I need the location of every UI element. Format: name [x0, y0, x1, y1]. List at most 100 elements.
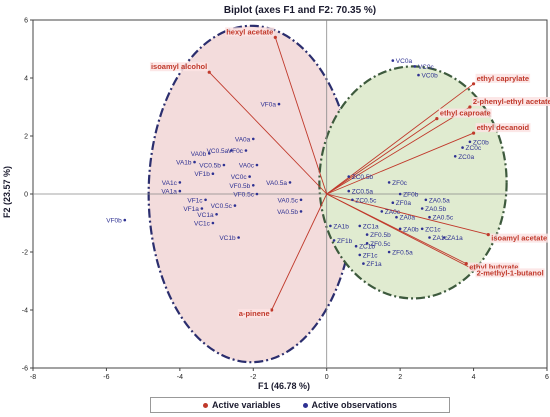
observation-label: VA1c [162, 180, 178, 187]
observation-point [215, 213, 218, 216]
observation-label: ZA1c [433, 235, 449, 242]
x-tick-label: -2 [250, 374, 256, 381]
variable-label-background [438, 108, 492, 118]
observation-point [387, 250, 391, 254]
observation-point [347, 189, 351, 193]
observation-point [365, 233, 369, 236]
variable-vector [271, 193, 328, 311]
observation-label: ZF1c [363, 252, 379, 259]
variable-point [471, 82, 476, 86]
x-tick-label: -8 [30, 374, 36, 381]
observation-label: VF1a [183, 206, 199, 213]
variable-label-background [471, 97, 550, 106]
variable-label: a-pinene [239, 309, 270, 318]
observation-label: ZC1b [359, 244, 375, 251]
observation-point [329, 224, 332, 228]
variable-vector [326, 132, 474, 195]
observation-label: VC0.5a [207, 148, 229, 155]
observation-label: ZA0c [385, 209, 401, 216]
variable-label: isoamyl acetate [491, 234, 547, 243]
observation-label: VF1c [187, 197, 203, 204]
y-axis-label: F2 (23.57 %) [2, 166, 12, 218]
observation-point [200, 207, 204, 210]
observation-label: VA1b [176, 160, 192, 167]
observation-label: ZF0.5b [370, 232, 391, 239]
variable-vector [326, 106, 471, 195]
confidence-ellipse-right [318, 65, 508, 300]
observation-point [362, 262, 365, 265]
legend: Active variables Active observations [150, 397, 450, 413]
y-tick-label: -4 [22, 308, 28, 315]
observation-label: VC0c [418, 64, 435, 71]
variable-label: ethyl caprylate [477, 74, 530, 83]
variable-label-background [468, 262, 520, 272]
x-tick-label: 2 [398, 374, 402, 381]
variable-label-background [149, 62, 209, 72]
observation-point [222, 163, 226, 167]
observation-label: VF0b [106, 218, 122, 225]
observation-label: VF0.5b [229, 183, 250, 190]
variable-vector [274, 37, 328, 195]
observation-label: ZF1a [366, 261, 382, 268]
observation-label: VA0a [235, 136, 251, 143]
observation-point [398, 192, 402, 196]
observation-point [178, 189, 182, 193]
variable-vector [208, 71, 328, 195]
x-tick-label: 0 [325, 374, 329, 381]
observation-point [387, 181, 391, 184]
legend-label-variables: Active variables [211, 400, 281, 410]
observation-point [123, 218, 127, 222]
variable-label: ethyl caproate [440, 109, 491, 118]
observation-point [237, 236, 240, 239]
variable-label-background [237, 309, 271, 318]
y-tick-label: 0 [24, 192, 28, 199]
legend-label-observations: Active observations [311, 400, 398, 410]
observation-label: VC0.5c [211, 203, 233, 210]
observation-point [248, 175, 251, 178]
observation-label: ZF0.5c [370, 241, 391, 248]
observation-label: ZC0c [466, 145, 482, 152]
observation-label: VA0.5b [277, 209, 298, 216]
observation-label: ZC0.5c [355, 197, 377, 204]
observation-point [204, 198, 207, 202]
variable-label-background [490, 233, 549, 243]
variable-point [207, 70, 211, 74]
observation-point [193, 160, 196, 164]
y-tick-label: 6 [24, 18, 28, 25]
y-tick-label: -6 [22, 366, 28, 373]
variable-label-background [225, 27, 275, 37]
observation-label: ZF0c [392, 180, 408, 187]
observation-point [251, 137, 255, 141]
variable-label: 2-methyl-1-butanol [477, 268, 544, 277]
observation-label: VC0c [231, 174, 248, 181]
observation-point [391, 59, 395, 62]
observation-point [461, 146, 464, 149]
observation-point [211, 172, 215, 175]
observation-label: ZC0a [458, 154, 474, 161]
chart-title: Biplot (axes F1 and F2: 70.35 %) [224, 5, 376, 16]
plot-area: -8 -6 -4 -2 0 2 4 6-6-4-20246VF0aVA0aVF0cVC0.5a… [22, 18, 550, 381]
observation-point [251, 184, 255, 187]
observation-point [468, 140, 472, 144]
observation-point [420, 207, 424, 210]
observation-label: VF0.5c [233, 192, 254, 199]
observation-label: VA0.5a [266, 180, 287, 187]
variable-point [435, 117, 439, 121]
observation-point [244, 149, 248, 152]
variable-point [486, 233, 490, 237]
variable-label-background [475, 73, 531, 83]
legend-item-variables: Active variables [202, 400, 281, 410]
observation-point [255, 163, 259, 167]
observation-point [380, 210, 384, 213]
variable-vector [326, 193, 489, 236]
y-tick-label: 4 [24, 76, 28, 83]
variable-label-background [475, 268, 545, 278]
observation-point [395, 215, 398, 219]
variable-label: ethyl butyrate [469, 263, 518, 272]
observation-point [428, 236, 431, 239]
observation-point [255, 192, 259, 196]
observation-point [413, 65, 417, 68]
observation-label: ZF0b [403, 192, 419, 199]
observation-point [453, 155, 457, 158]
observation-label: ZC1a [363, 223, 379, 230]
